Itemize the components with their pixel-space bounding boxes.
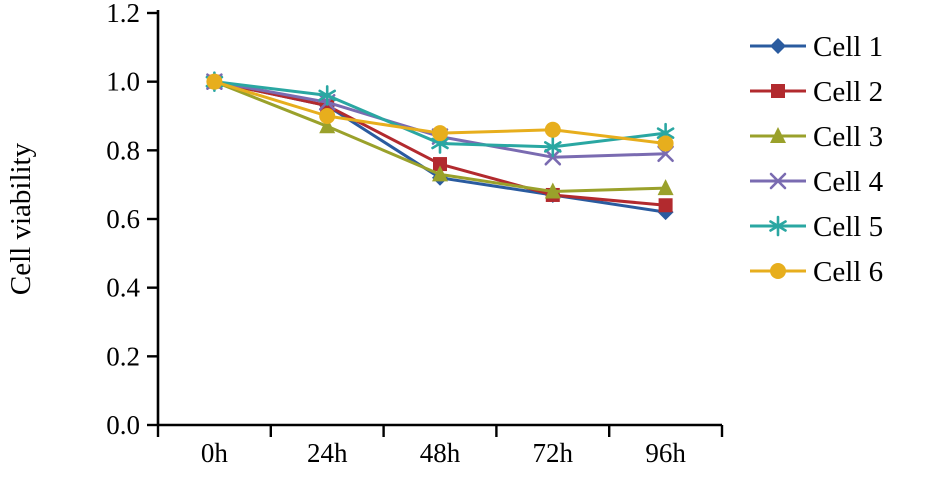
- circle-marker-icon: [319, 108, 336, 124]
- x-marker-icon: [769, 172, 787, 190]
- square-marker-icon: [433, 157, 447, 172]
- legend-label: Cell 5: [813, 211, 883, 243]
- triangle-marker-icon: [770, 127, 786, 143]
- legend-item-cell-4: Cell 4: [750, 166, 884, 198]
- legend-label: Cell 6: [813, 256, 883, 288]
- circle-marker-icon: [544, 121, 561, 138]
- legend-item-cell-3: Cell 3: [750, 121, 883, 153]
- x-tick-label: 24h: [307, 438, 348, 468]
- x-tick-label: 72h: [533, 438, 574, 468]
- asterisk-marker-icon: [769, 215, 787, 237]
- y-tick-label: 0.4: [106, 273, 140, 303]
- triangle-marker-icon: [544, 182, 561, 199]
- y-tick-label: 0.8: [106, 135, 140, 165]
- asterisk-marker-icon: [544, 136, 562, 158]
- y-axis-title: Cell viability: [5, 142, 37, 295]
- series-cell-5: [205, 71, 675, 158]
- circle-marker-icon: [432, 125, 448, 142]
- y-tick-label: 0.0: [106, 410, 140, 440]
- x-tick-label: 96h: [645, 438, 686, 468]
- diamond-marker-icon: [770, 38, 786, 54]
- legend-label: Cell 2: [813, 76, 883, 108]
- legend-item-cell-6: Cell 6: [750, 256, 883, 288]
- y-tick-label: 0.2: [106, 341, 140, 371]
- y-tick-label: 1.0: [106, 67, 140, 97]
- y-tick-label: 1.2: [106, 0, 140, 28]
- legend-label: Cell 3: [813, 121, 883, 153]
- legend-item-cell-1: Cell 1: [750, 31, 883, 63]
- legend-item-cell-2: Cell 2: [750, 76, 883, 108]
- legend: Cell 1 Cell 2 Cell 3 Cell 4 Cell 5 Cell 6: [750, 31, 884, 288]
- legend-item-cell-5: Cell 5: [750, 211, 883, 243]
- y-tick-label: 0.6: [106, 204, 140, 234]
- triangle-marker-icon: [657, 179, 674, 196]
- axes: 0.0 0.2 0.4 0.6 0.8 1.0 1.2 0h 24h 48h 72h 96h: [106, 0, 724, 468]
- series-cell-6: [206, 73, 674, 152]
- legend-label: Cell 4: [813, 166, 884, 198]
- square-marker-icon: [771, 84, 785, 98]
- x-tick-label: 48h: [420, 438, 461, 468]
- circle-marker-icon: [206, 73, 223, 90]
- legend-label: Cell 1: [813, 31, 883, 63]
- triangle-marker-icon: [432, 165, 448, 182]
- asterisk-marker-icon: [318, 85, 336, 106]
- circle-marker-icon: [657, 135, 674, 152]
- x-tick-label: 0h: [201, 438, 229, 468]
- triangle-marker-icon: [319, 117, 336, 134]
- square-marker-icon: [658, 198, 673, 213]
- circle-marker-icon: [770, 263, 786, 279]
